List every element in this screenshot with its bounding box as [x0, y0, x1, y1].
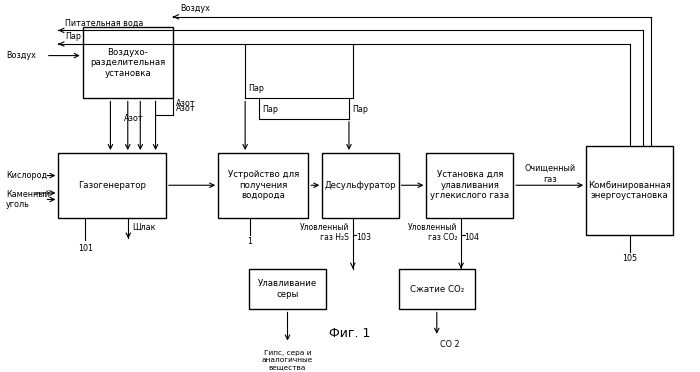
Text: Азот: Азот	[176, 104, 196, 113]
Text: Газогенератор: Газогенератор	[78, 181, 146, 190]
Text: 104: 104	[465, 234, 480, 243]
Text: Пар: Пар	[352, 105, 368, 114]
Text: Сжатие CO₂: Сжатие CO₂	[410, 285, 464, 294]
Bar	[586, 146, 673, 235]
Text: Воздухо-
разделительная
установка: Воздухо- разделительная установка	[90, 48, 165, 78]
Text: Каменный
уголь: Каменный уголь	[6, 190, 50, 209]
Text: 105: 105	[622, 254, 637, 263]
Text: Установка для
улавливания
углекислого газа: Установка для улавливания углекислого га…	[430, 170, 510, 200]
Text: Пар: Пар	[65, 32, 81, 41]
Text: Пар: Пар	[262, 105, 279, 114]
Text: Устройство для
получения
водорода: Устройство для получения водорода	[228, 170, 299, 200]
Text: Комбинированная
энергоустановка: Комбинированная энергоустановка	[588, 181, 671, 200]
Text: Азот: Азот	[176, 99, 196, 108]
Text: Питательная вода: Питательная вода	[65, 19, 144, 28]
Text: Улавливание
серы: Улавливание серы	[258, 279, 317, 299]
Text: Уловленный
газ H₂S: Уловленный газ H₂S	[300, 223, 349, 242]
Bar	[249, 269, 326, 310]
Text: Уловленный
газ CO₂: Уловленный газ CO₂	[408, 223, 458, 242]
Text: Шлак: Шлак	[132, 223, 155, 232]
Text: Воздух: Воздух	[180, 4, 210, 13]
Text: Гипс, сера и
аналогичные
вещества: Гипс, сера и аналогичные вещества	[262, 350, 313, 370]
Text: Очищенный
газ: Очищенный газ	[524, 164, 575, 183]
Text: Десульфуратор: Десульфуратор	[325, 181, 396, 190]
Text: Фиг. 1: Фиг. 1	[329, 327, 371, 340]
Text: Азот: Азот	[125, 114, 144, 124]
Text: Пар: Пар	[248, 84, 265, 93]
Bar	[322, 153, 398, 218]
Text: Воздух: Воздух	[6, 51, 36, 60]
Text: 1: 1	[247, 237, 252, 246]
Bar	[398, 269, 475, 310]
Text: 103: 103	[356, 234, 371, 243]
Text: Кислород: Кислород	[6, 171, 48, 180]
Bar	[58, 153, 166, 218]
Bar	[83, 27, 173, 99]
Text: 101: 101	[78, 244, 92, 253]
Text: CO 2: CO 2	[440, 340, 460, 349]
Bar	[218, 153, 308, 218]
Bar	[426, 153, 513, 218]
